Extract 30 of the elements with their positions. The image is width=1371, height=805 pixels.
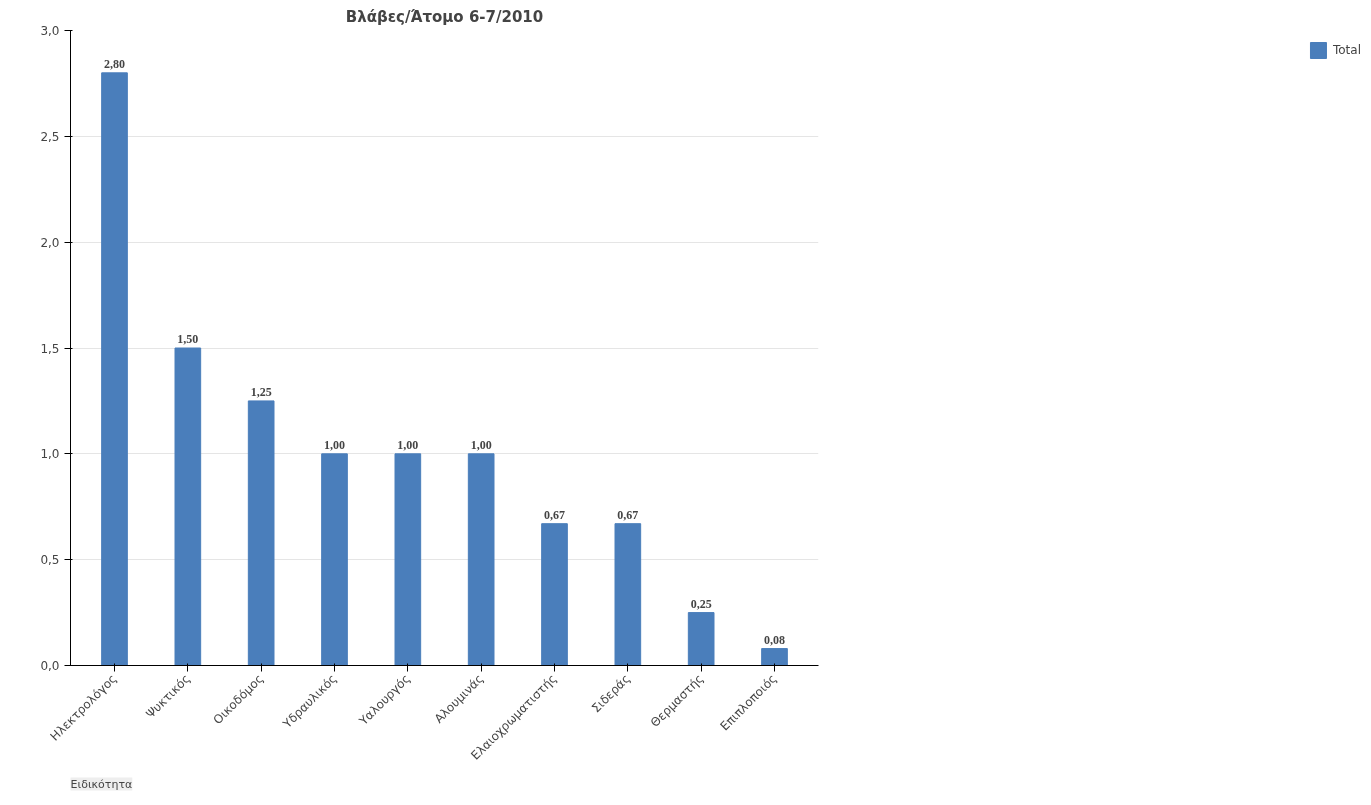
- data-label: 1,00: [470, 437, 492, 452]
- y-tick-label: 2,5: [40, 129, 60, 144]
- bar: [321, 453, 348, 666]
- data-label: 1,50: [177, 332, 199, 346]
- bar: [394, 453, 422, 666]
- bar: [467, 453, 495, 666]
- y-tick-label: 0,0: [40, 659, 60, 673]
- data-label: 1,25: [250, 384, 272, 399]
- y-tick-label: 1,0: [40, 447, 60, 462]
- bar: [541, 523, 568, 666]
- legend-label: Total: [1332, 43, 1361, 57]
- y-tick-label: 1,5: [40, 341, 60, 356]
- data-label: 0,67: [617, 507, 639, 522]
- data-label: 0,67: [544, 507, 565, 522]
- y-tick-label: 0,5: [40, 553, 60, 568]
- data-label: 1,00: [397, 437, 419, 452]
- chart-title: Βλάβες/Άτομο 6-7/2010: [345, 7, 544, 26]
- bar: [614, 523, 642, 666]
- text: Ειδικότητα: [70, 777, 133, 791]
- data-label: 0,08: [764, 632, 785, 647]
- y-tick-label: 2,0: [40, 235, 60, 250]
- data-label: 2,80: [104, 56, 125, 71]
- data-label: 0,25: [690, 596, 712, 611]
- y-tick-label: 3,0: [40, 24, 60, 38]
- data-label: 1,00: [324, 437, 345, 452]
- bar: [247, 400, 275, 666]
- bar: [687, 612, 715, 666]
- bar: [174, 347, 202, 666]
- bar: [761, 648, 788, 666]
- bar: [101, 72, 128, 666]
